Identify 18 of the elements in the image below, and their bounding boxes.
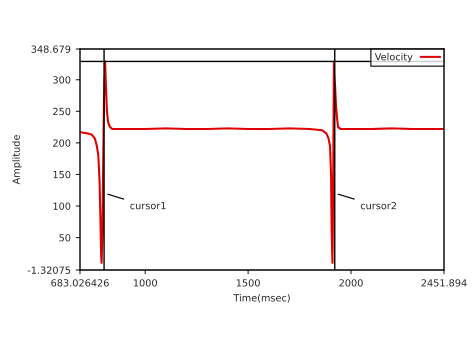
y-tick-label: 100 — [53, 202, 70, 210]
y-tick-label: 300 — [53, 76, 70, 84]
y-axis-title: Amplitude — [12, 135, 22, 184]
y-tick-label: 50 — [59, 234, 70, 242]
annotation: cursor1 — [130, 202, 166, 210]
x-tick-label: 1500 — [236, 279, 260, 287]
x-tick-label: 2451.894 — [422, 279, 467, 287]
y-tick-label: 150 — [53, 170, 70, 178]
annotation: cursor2 — [360, 202, 396, 210]
x-tick-label: 2000 — [339, 279, 363, 287]
x-tick-label: 1000 — [134, 279, 157, 287]
y-tick-label: 200 — [53, 139, 70, 147]
x-axis-title: Time(msec) — [233, 294, 290, 303]
y-tick-label: -1.32075 — [28, 266, 70, 274]
y-tick-label: 250 — [53, 108, 70, 116]
y-tick-label: 348.679 — [32, 45, 70, 53]
legend-label: Velocity — [374, 52, 413, 62]
x-tick-label: 683.026426 — [51, 279, 109, 287]
